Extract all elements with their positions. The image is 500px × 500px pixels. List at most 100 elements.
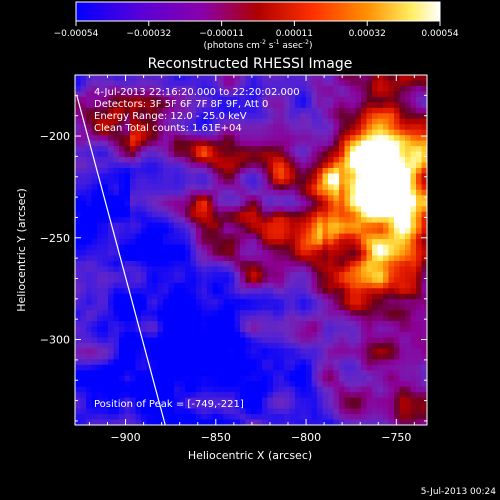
- heatmap-cell: [157, 173, 164, 180]
- heatmap-cell: [256, 414, 263, 421]
- heatmap-cell: [256, 211, 263, 218]
- heatmap-cell: [289, 419, 296, 425]
- heatmap-cell: [212, 353, 219, 360]
- heatmap-cell: [113, 310, 120, 317]
- heatmap-cell: [344, 239, 351, 246]
- heatmap-cell: [75, 244, 82, 251]
- heatmap-cell: [141, 85, 148, 93]
- heatmap-cell: [157, 206, 164, 213]
- heatmap-cell: [240, 250, 247, 257]
- heatmap-cell: [102, 403, 109, 410]
- heatmap-cell: [119, 91, 126, 98]
- heatmap-cell: [333, 113, 340, 120]
- heatmap-cell: [394, 184, 401, 191]
- heatmap-cell: [146, 277, 153, 284]
- heatmap-cell: [350, 266, 357, 273]
- heatmap-cell: [146, 173, 153, 180]
- heatmap-cell: [317, 129, 324, 136]
- heatmap-cell: [207, 228, 214, 235]
- heatmap-cell: [350, 178, 357, 185]
- heatmap-cell: [102, 353, 109, 360]
- heatmap-cell: [234, 146, 241, 153]
- heatmap-cell: [152, 102, 159, 109]
- heatmap-cell: [421, 107, 427, 114]
- heatmap-cell: [328, 118, 335, 125]
- heatmap-cell: [410, 342, 417, 350]
- heatmap-cell: [267, 315, 274, 322]
- heatmap-cell: [174, 288, 181, 295]
- heatmap-cell: [317, 255, 324, 262]
- heatmap-cell: [185, 211, 192, 218]
- heatmap-cell: [399, 419, 406, 425]
- heatmap-cell: [207, 151, 214, 158]
- heatmap-cell: [421, 228, 427, 235]
- heatmap-cell: [317, 173, 324, 180]
- heatmap-cell: [377, 337, 384, 344]
- heatmap-cell: [328, 260, 335, 268]
- heatmap-cell: [273, 288, 280, 295]
- heatmap-cell: [86, 189, 93, 196]
- heatmap-cell: [196, 370, 203, 377]
- heatmap-cell: [196, 315, 203, 322]
- heatmap-cell: [383, 419, 390, 425]
- heatmap-cell: [229, 91, 236, 98]
- heatmap-cell: [339, 260, 346, 268]
- heatmap-cell: [157, 375, 164, 382]
- heatmap-cell: [377, 293, 384, 300]
- heatmap-cell: [212, 173, 219, 180]
- heatmap-cell: [251, 315, 258, 322]
- heatmap-cell: [223, 189, 230, 196]
- heatmap-cell: [75, 206, 82, 213]
- heatmap-cell: [80, 244, 87, 251]
- heatmap-cell: [295, 200, 302, 207]
- heatmap-cell: [383, 200, 390, 207]
- heatmap-cell: [383, 102, 390, 109]
- heatmap-cell: [361, 408, 368, 415]
- heatmap-cell: [383, 124, 390, 131]
- heatmap-cell: [344, 293, 351, 300]
- heatmap-cell: [218, 173, 225, 180]
- heatmap-cell: [163, 250, 170, 257]
- heatmap-cell: [201, 96, 208, 103]
- heatmap-cell: [229, 85, 236, 93]
- heatmap-cell: [421, 184, 427, 191]
- heatmap-cell: [306, 211, 313, 218]
- heatmap-cell: [317, 75, 324, 82]
- heatmap-cell: [179, 353, 186, 360]
- heatmap-cell: [251, 397, 258, 404]
- heatmap-cell: [361, 113, 368, 120]
- heatmap-cell: [174, 140, 181, 147]
- heatmap-cell: [196, 217, 203, 224]
- heatmap-cell: [196, 419, 203, 425]
- heatmap-cell: [377, 419, 384, 425]
- heatmap-cell: [328, 299, 335, 306]
- heatmap-cell: [289, 342, 296, 350]
- heatmap-cell: [306, 326, 313, 333]
- heatmap-cell: [201, 419, 208, 425]
- heatmap-cell: [366, 386, 373, 393]
- heatmap-cell: [322, 299, 329, 306]
- heatmap-cell: [218, 332, 225, 339]
- heatmap-cell: [201, 255, 208, 262]
- chart-title: Reconstructed RHESSI Image: [148, 56, 353, 72]
- heatmap-cell: [311, 370, 318, 377]
- heatmap-cell: [372, 85, 379, 93]
- heatmap-cell: [130, 332, 137, 339]
- heatmap-cell: [383, 321, 390, 328]
- heatmap-cell: [300, 255, 307, 262]
- heatmap-cell: [102, 178, 109, 185]
- heatmap-cell: [196, 85, 203, 93]
- heatmap-cell: [262, 80, 269, 87]
- heatmap-cell: [361, 189, 368, 196]
- heatmap-cell: [113, 146, 120, 153]
- heatmap-cell: [80, 75, 87, 82]
- heatmap-cell: [262, 195, 269, 202]
- heatmap-cell: [311, 96, 318, 103]
- heatmap-cell: [201, 353, 208, 360]
- heatmap-cell: [245, 397, 252, 404]
- heatmap-cell: [229, 419, 236, 425]
- heatmap-cell: [130, 260, 137, 268]
- heatmap-cell: [295, 184, 302, 191]
- heatmap-cell: [196, 375, 203, 382]
- heatmap-cell: [416, 211, 423, 218]
